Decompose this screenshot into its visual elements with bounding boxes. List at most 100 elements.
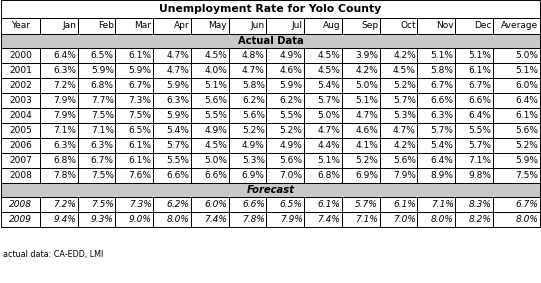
Text: 6.2%: 6.2% xyxy=(280,96,302,105)
Bar xyxy=(455,212,493,227)
Bar xyxy=(1,78,40,93)
Bar xyxy=(1,123,40,138)
Bar xyxy=(153,18,191,34)
Bar xyxy=(493,78,540,93)
Text: 6.4%: 6.4% xyxy=(469,111,491,120)
Text: 7.7%: 7.7% xyxy=(91,96,114,105)
Bar xyxy=(77,138,115,153)
Bar xyxy=(229,48,266,63)
Bar xyxy=(1,138,40,153)
Bar xyxy=(342,18,380,34)
Bar xyxy=(304,78,342,93)
Bar xyxy=(342,48,380,63)
Bar xyxy=(1,168,40,183)
Bar xyxy=(115,197,153,212)
Bar xyxy=(342,168,380,183)
Bar xyxy=(115,212,153,227)
Text: 2003: 2003 xyxy=(9,96,32,105)
Bar xyxy=(342,212,380,227)
Text: 2002: 2002 xyxy=(9,81,32,90)
Text: 5.2%: 5.2% xyxy=(242,126,265,135)
Bar xyxy=(229,18,266,34)
Bar xyxy=(1,18,40,34)
Text: Feb: Feb xyxy=(98,22,114,31)
Bar xyxy=(342,138,380,153)
Bar xyxy=(1,78,40,93)
Text: 7.9%: 7.9% xyxy=(280,215,302,224)
Bar xyxy=(1,123,40,138)
Text: 6.6%: 6.6% xyxy=(469,96,491,105)
Text: 6.8%: 6.8% xyxy=(53,156,76,165)
Text: 8.2%: 8.2% xyxy=(469,215,491,224)
Text: 7.4%: 7.4% xyxy=(204,215,227,224)
Text: 5.6%: 5.6% xyxy=(242,111,265,120)
Bar xyxy=(380,18,417,34)
Bar xyxy=(455,138,493,153)
Bar xyxy=(342,93,380,108)
Text: Aug: Aug xyxy=(322,22,340,31)
Text: 8.3%: 8.3% xyxy=(469,200,491,209)
Bar xyxy=(493,93,540,108)
Text: 4.5%: 4.5% xyxy=(204,51,227,60)
Bar xyxy=(77,48,115,63)
Bar xyxy=(40,48,77,63)
Bar xyxy=(77,93,115,108)
Bar xyxy=(455,153,493,168)
Bar xyxy=(229,93,266,108)
Bar xyxy=(380,93,417,108)
Bar xyxy=(417,78,455,93)
Text: Unemployment Rate for Yolo County: Unemployment Rate for Yolo County xyxy=(160,4,381,14)
Bar xyxy=(229,78,266,93)
Bar xyxy=(455,18,493,34)
Text: 7.1%: 7.1% xyxy=(469,156,491,165)
Text: 7.1%: 7.1% xyxy=(355,215,378,224)
Text: 5.1%: 5.1% xyxy=(204,81,227,90)
Text: 7.0%: 7.0% xyxy=(280,171,302,180)
Bar xyxy=(1,63,40,78)
Bar xyxy=(77,197,115,212)
Text: Nov: Nov xyxy=(436,22,453,31)
Bar xyxy=(380,108,417,123)
Bar xyxy=(229,48,266,63)
Bar xyxy=(40,93,77,108)
Text: Forecast: Forecast xyxy=(247,185,294,195)
Bar xyxy=(493,212,540,227)
Bar xyxy=(40,168,77,183)
Bar xyxy=(304,153,342,168)
Text: 2001: 2001 xyxy=(9,66,32,75)
Bar xyxy=(115,153,153,168)
Bar xyxy=(455,93,493,108)
Text: 5.7%: 5.7% xyxy=(318,96,340,105)
Bar xyxy=(417,168,455,183)
Text: 7.5%: 7.5% xyxy=(129,111,151,120)
Bar xyxy=(1,0,540,18)
Bar xyxy=(304,18,342,34)
Bar xyxy=(417,18,455,34)
Text: 7.2%: 7.2% xyxy=(53,200,76,209)
Bar xyxy=(493,108,540,123)
Bar xyxy=(266,108,304,123)
Bar xyxy=(266,63,304,78)
Bar xyxy=(77,48,115,63)
Bar xyxy=(191,212,229,227)
Bar xyxy=(304,123,342,138)
Bar xyxy=(342,168,380,183)
Bar xyxy=(1,197,40,212)
Bar xyxy=(493,197,540,212)
Bar xyxy=(77,212,115,227)
Bar xyxy=(304,123,342,138)
Bar xyxy=(1,93,40,108)
Bar xyxy=(455,197,493,212)
Text: 6.1%: 6.1% xyxy=(469,66,491,75)
Text: 9.4%: 9.4% xyxy=(53,215,76,224)
Bar xyxy=(229,108,266,123)
Bar xyxy=(493,63,540,78)
Text: 6.9%: 6.9% xyxy=(355,171,378,180)
Bar xyxy=(153,138,191,153)
Bar xyxy=(153,48,191,63)
Bar xyxy=(1,183,540,197)
Bar xyxy=(191,153,229,168)
Text: 7.1%: 7.1% xyxy=(91,126,114,135)
Bar xyxy=(40,78,77,93)
Bar xyxy=(40,108,77,123)
